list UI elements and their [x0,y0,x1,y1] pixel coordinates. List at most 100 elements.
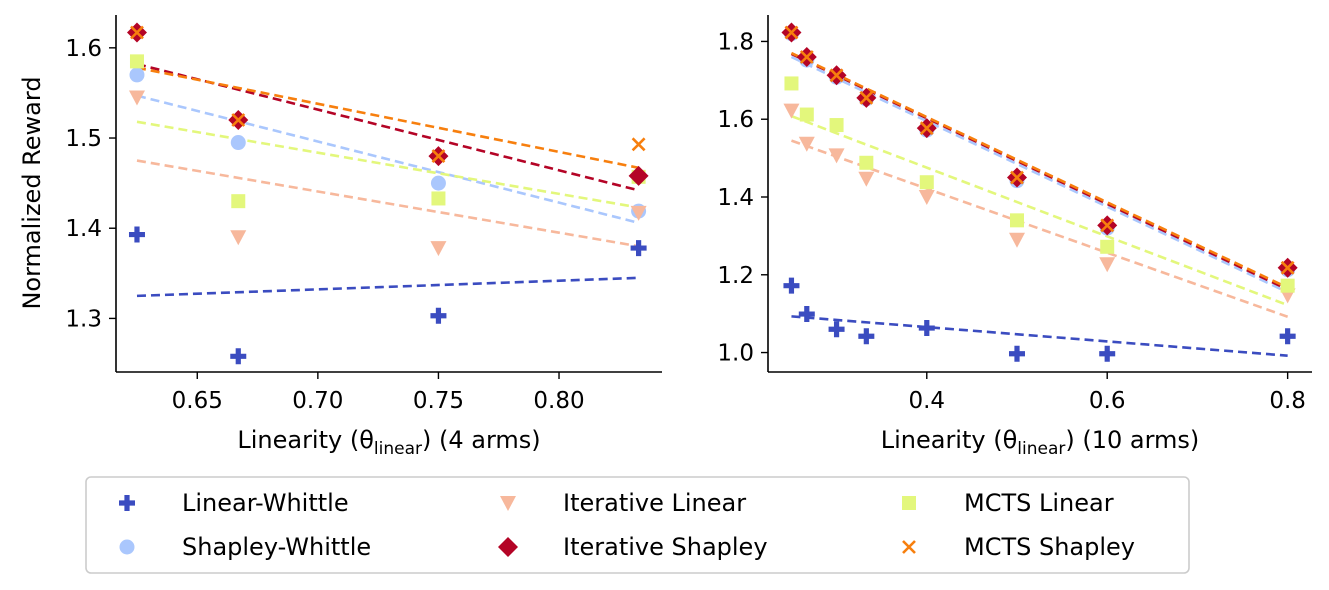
trend-line-iterative_linear [791,139,1289,319]
x-tick-label: 0.8 [1269,388,1306,414]
point-linear_whittle [858,328,875,345]
trend-line-linear_whittle [791,315,1288,357]
legend-label-iterative-linear: Iterative Linear [563,489,746,517]
point-shapley_whittle [129,67,145,83]
x-axis-label: Linearity (θlinear) (4 arms) [237,426,540,459]
point-iterative_linear [798,136,815,152]
trend-line-mcts_linear [136,120,639,209]
legend-marker-iterative-shapley [498,537,518,557]
trend-line-linear_whittle [136,276,639,298]
x-axis-label-main: Linearity (θ [237,426,374,454]
point-linear_whittle [828,321,845,338]
y-tick-label: 1.0 [717,341,754,367]
point-mcts_linear [129,54,144,69]
y-tick-label: 1.5 [65,126,102,152]
point-shapley_whittle [230,135,246,151]
point-linear_whittle [230,348,247,365]
x-tick-label: 0.65 [172,388,223,414]
axis-ticks: 0.65 0.70 0.75 0.80 1.3 1.4 1.5 1.6 [65,36,584,414]
legend: Linear-Whittle Shapley-Whittle Iterative… [85,476,1190,574]
point-mcts_shapley [784,25,799,40]
point-mcts_linear [859,155,874,170]
point-mcts_shapley [859,90,874,105]
point-shapley_whittle [430,175,446,191]
y-tick-label: 1.6 [717,107,754,133]
legend-label-iterative-shapley: Iterative Shapley [563,533,768,561]
point-linear_whittle [630,240,647,257]
point-iterative_linear [918,190,935,205]
point-mcts_linear [829,118,844,133]
legend-marker-mcts-shapley [902,540,916,554]
point-mcts_shapley [919,121,934,136]
point-linear_whittle [798,306,815,323]
legend-marker-shapley-whittle [119,539,135,555]
x-tick-label: 0.75 [413,388,464,414]
point-mcts_shapley [799,50,814,64]
chart-panel-10-arms: 0.4 0.6 0.8 1.0 1.2 1.4 1.6 1.8 Linearity (θlin… [717,15,1312,459]
point-mcts_linear [231,194,246,209]
x-tick-label: 0.6 [1089,388,1126,414]
point-mcts_linear [1009,213,1024,228]
point-iterative_linear [1099,257,1116,273]
plot-marks [781,22,1298,362]
trend-line-mcts_shapley [136,66,639,170]
chart-panel-4-arms: 0.65 0.70 0.75 0.80 1.3 1.4 1.5 1.6 Normalized … [18,15,662,459]
point-mcts_shapley [231,113,246,127]
y-tick-label: 1.2 [717,263,754,289]
x-axis-label-tail: ) (4 arms) [422,426,541,454]
trend-line-shapley_whittle [136,94,639,225]
point-mcts_shapley [1280,260,1295,275]
plot-marks [126,22,649,365]
point-mcts_shapley [130,25,144,40]
point-mcts_linear [799,107,814,122]
point-linear_whittle [918,320,935,337]
point-linear_whittle [128,226,145,243]
point-mcts_shapley [631,137,646,152]
point-mcts_linear [1280,278,1295,293]
point-iterative_linear [230,230,247,246]
trend-line-mcts_linear [790,114,1289,307]
point-linear_whittle [783,277,800,294]
x-axis-label-subscript: linear [374,439,422,459]
x-axis-label-main: Linearity (θ [881,426,1018,454]
point-mcts_linear [919,175,934,190]
y-tick-label: 1.4 [717,185,754,211]
point-linear_whittle [430,307,447,324]
point-mcts_shapley [1010,170,1024,185]
legend-label-linear-whittle: Linear-Whittle [182,489,349,517]
y-tick-label: 1.4 [65,216,102,242]
x-axis-label-subscript: linear [1017,439,1065,459]
point-iterative_linear [783,103,800,119]
point-iterative_linear [128,90,145,106]
point-mcts_linear [784,76,799,91]
point-iterative_linear [858,171,875,187]
point-iterative_shapley [628,165,649,186]
x-tick-label: 0.4 [908,388,945,414]
legend-marker-linear-whittle [119,495,135,511]
point-mcts_shapley [1100,218,1115,233]
y-axis-label: Normalized Reward [18,76,46,309]
y-tick-label: 1.8 [717,29,754,55]
x-axis-label-tail: ) (10 arms) [1065,426,1199,454]
point-iterative_linear [828,148,845,164]
legend-marker-iterative-linear [500,496,516,511]
point-linear_whittle [1008,345,1025,362]
point-mcts_linear [431,191,446,206]
point-mcts_shapley [829,68,844,83]
point-iterative_linear [1008,232,1025,248]
legend-label-mcts-linear: MCTS Linear [964,489,1114,517]
point-iterative_linear [630,205,647,221]
point-linear_whittle [1099,345,1116,362]
axis-ticks: 0.4 0.6 0.8 1.0 1.2 1.4 1.6 1.8 [717,29,1306,414]
point-linear_whittle [1279,328,1296,345]
legend-items [119,495,916,557]
legend-marker-mcts-linear [902,496,916,510]
point-mcts_linear [1100,239,1115,254]
trend-line-iterative_linear [136,159,639,248]
point-mcts_shapley [431,149,446,163]
point-iterative_linear [430,241,447,257]
legend-label-shapley-whittle: Shapley-Whittle [182,533,371,561]
legend-label-mcts-shapley: MCTS Shapley [964,533,1135,561]
x-tick-label: 0.80 [533,388,584,414]
